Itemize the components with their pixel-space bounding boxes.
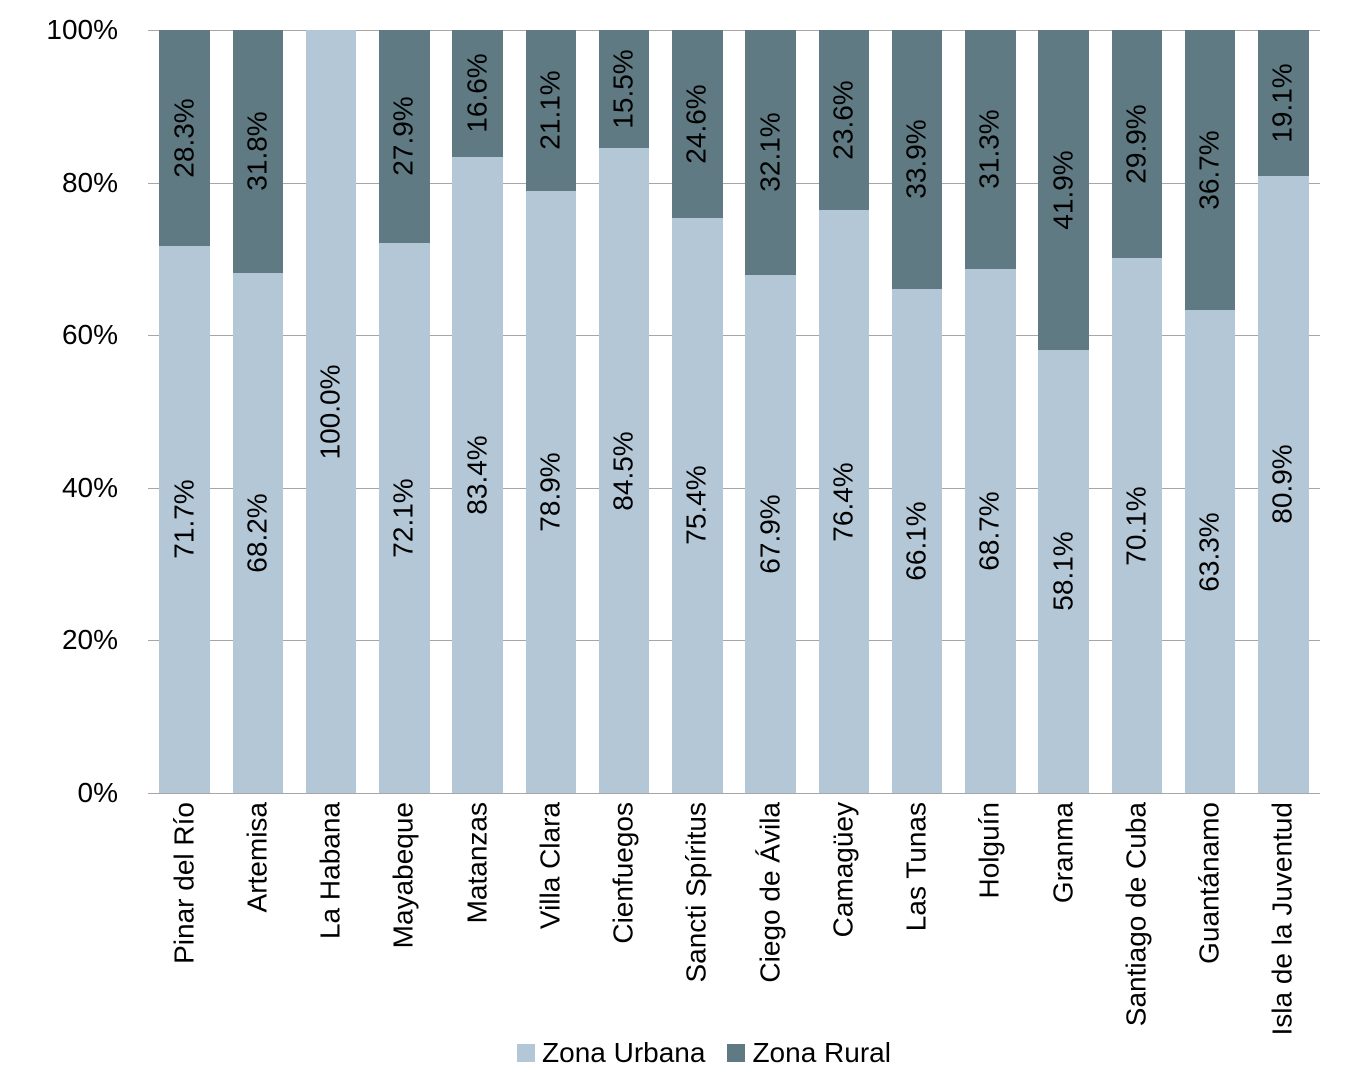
gridline (148, 793, 1320, 794)
bar-segment-urban (1111, 258, 1163, 793)
y-axis-tick-label: 80% (61, 166, 118, 198)
bar-value-label-rural: 19.1% (1266, 63, 1298, 143)
x-axis-category-label: Granma (1047, 802, 1079, 904)
bar-value-label-urban: 66.1% (900, 501, 932, 581)
gridline (148, 487, 1320, 489)
bar-segment-rural (1184, 30, 1236, 311)
bar-segment-rural (818, 30, 870, 211)
x-axis-category-label: Isla de la Juventud (1266, 802, 1298, 1036)
bar-segment-urban (818, 210, 870, 793)
bar-value-label-urban: 78.9% (534, 452, 566, 532)
bar-value-label-rural: 41.9% (1047, 150, 1079, 230)
x-axis-category-label: Guantánamo (1193, 802, 1225, 964)
legend-item-zona-urbana: Zona Urbana (517, 1036, 705, 1070)
bar-segment-urban (452, 156, 503, 793)
bar-value-label-rural: 36.7% (1193, 130, 1225, 210)
legend-label-zona-urbana: Zona Urbana (542, 1037, 706, 1068)
bar-value-label-rural: 31.8% (241, 111, 273, 192)
legend: Zona Urbana Zona Rural (31, 1036, 1346, 1070)
x-axis-category-label: Sancti Spíritus (680, 802, 712, 983)
gridline (148, 182, 1320, 184)
bar-value-label-urban: 84.5% (607, 430, 639, 511)
x-axis-category-label: Holguín (973, 802, 1005, 899)
bar-segment-rural (891, 30, 943, 289)
bar-value-label-rural: 31.3% (973, 109, 1005, 190)
bar-segment-rural (1258, 30, 1309, 176)
bar-value-label-urban: 68.2% (241, 493, 273, 573)
bar-value-label-urban: 72.1% (387, 478, 419, 558)
x-axis-category-label: Mayabeque (387, 802, 419, 949)
bar-value-label-rural: 24.6% (680, 84, 712, 164)
bar-segment-urban (525, 190, 577, 793)
bar-value-label-urban: 67.9% (754, 494, 786, 574)
bar-value-label-urban: 58.1% (1047, 531, 1079, 612)
y-axis-tick-label: 40% (61, 471, 118, 503)
bar-segment-rural (525, 30, 577, 191)
x-axis-category-label: Pinar del Río (168, 802, 200, 964)
legend-label-zona-rural: Zona Rural (752, 1037, 891, 1068)
x-axis-category-label: Santiago de Cuba (1120, 802, 1152, 1027)
bar-segment-urban (1038, 349, 1089, 793)
bar-segment-urban (1184, 310, 1236, 793)
bar-value-label-urban: 80.9% (1266, 444, 1298, 525)
bar-segment-rural (379, 30, 430, 243)
bar-segment-urban (745, 274, 796, 793)
bar-segment-urban (379, 242, 430, 793)
x-axis-category-label: Cienfuegos (607, 802, 639, 944)
bar-segment-urban (232, 272, 284, 793)
bar-value-label-rural: 23.6% (827, 80, 859, 160)
bar-value-label-rural: 16.6% (461, 53, 493, 134)
gridline (148, 640, 1320, 642)
bar-value-label-rural: 27.9% (387, 96, 419, 177)
bar-segment-urban (598, 148, 650, 793)
bar-segment-rural (1111, 30, 1163, 259)
bar-value-label-rural: 32.1% (754, 112, 786, 193)
legend-swatch-zona-rural (727, 1044, 746, 1062)
bar-segment-urban (891, 288, 943, 793)
bar-value-label-rural: 29.9% (1120, 104, 1152, 184)
y-axis-tick-label: 20% (61, 624, 118, 656)
x-axis-category-label: Artemisa (241, 802, 273, 913)
bar-segment-urban (159, 245, 210, 793)
y-axis-tick-label: 60% (61, 319, 118, 351)
bar-segment-rural (159, 30, 210, 246)
bar-value-label-rural: 33.9% (900, 119, 932, 200)
gridline (148, 30, 1320, 31)
bar-value-label-urban: 70.1% (1120, 485, 1152, 566)
bar-segment-rural (672, 30, 723, 218)
bar-value-label-urban: 76.4% (827, 461, 859, 542)
bar-value-label-urban: 75.4% (680, 465, 712, 546)
x-axis-category-label: Villa Clara (534, 802, 566, 930)
bar-value-label-urban: 71.7% (168, 479, 200, 560)
bar-segment-urban (965, 268, 1016, 793)
bar-segment-rural (1038, 30, 1089, 350)
bar-value-label-rural: 21.1% (534, 70, 566, 151)
y-axis-tick-label: 100% (46, 14, 118, 45)
bar-segment-urban (305, 30, 357, 793)
bar-segment-rural (965, 30, 1016, 269)
x-axis-category-label: Ciego de Ávila (754, 802, 786, 983)
x-axis-category-label: Camagüey (827, 802, 859, 938)
legend-item-zona-rural: Zona Rural (727, 1036, 891, 1070)
bar-segment-urban (1258, 175, 1309, 793)
legend-swatch-zona-urbana (517, 1044, 536, 1062)
bar-value-label-urban: 63.3% (1193, 511, 1225, 592)
x-axis-category-label: Matanzas (461, 802, 493, 924)
bar-value-label-urban: 83.4% (461, 435, 493, 515)
bar-value-label-urban: 100.0% (314, 364, 346, 459)
bar-segment-urban (672, 217, 723, 793)
bar-segment-rural (598, 30, 650, 149)
x-axis-category-label: La Habana (314, 802, 346, 940)
bar-value-label-rural: 28.3% (168, 98, 200, 178)
bar-segment-rural (452, 30, 503, 157)
bar-value-label-rural: 15.5% (607, 49, 639, 129)
y-axis-tick-label: 0% (77, 777, 118, 808)
x-axis-category-label: Las Tunas (900, 802, 932, 932)
bar-segment-rural (745, 30, 796, 275)
bar-value-label-urban: 68.7% (973, 491, 1005, 571)
bar-segment-rural (232, 30, 284, 273)
gridline (148, 335, 1320, 337)
